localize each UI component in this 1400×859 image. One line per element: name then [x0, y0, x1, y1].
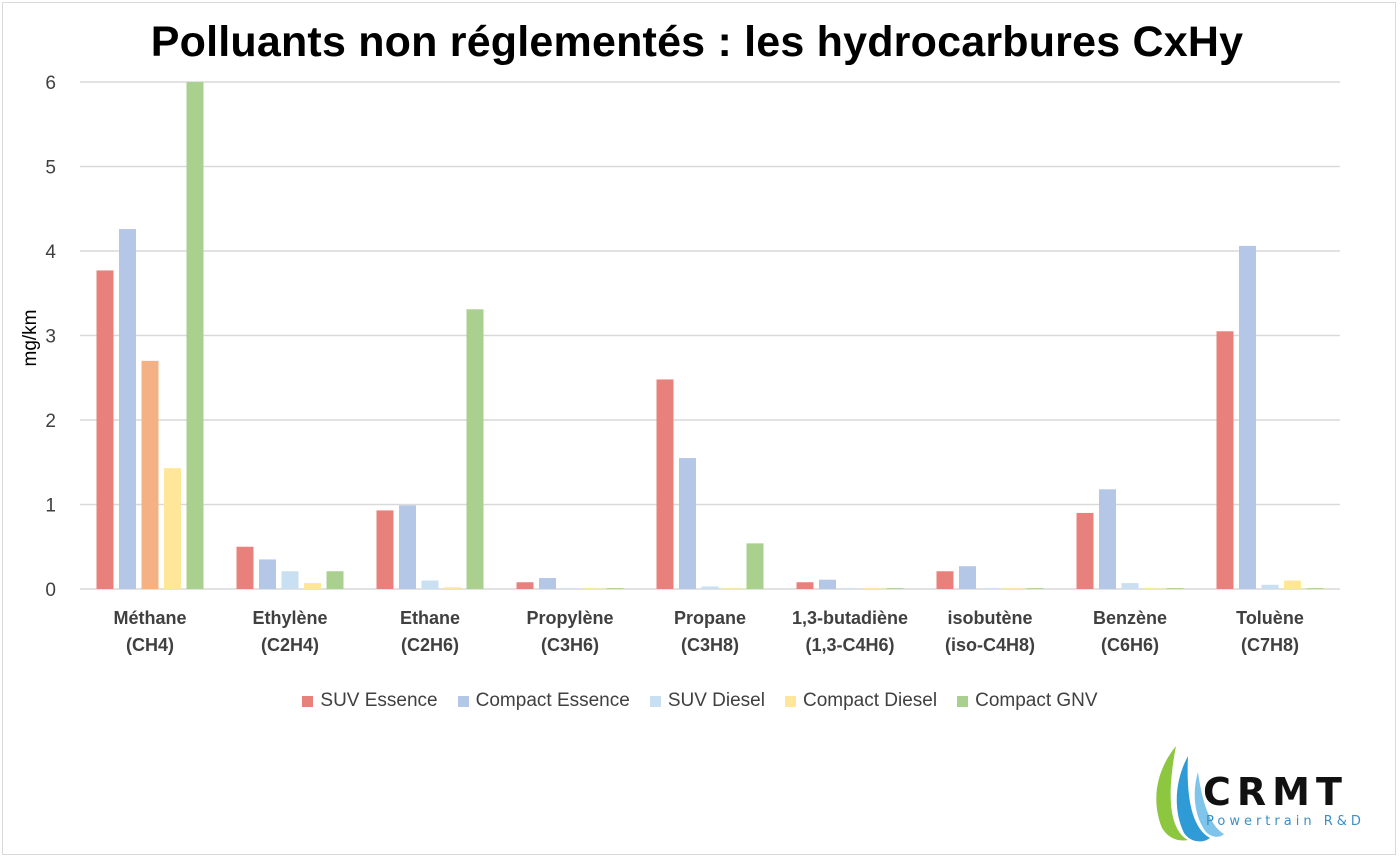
legend-swatch: [302, 695, 314, 707]
x-category-label: (C2H6): [401, 635, 459, 655]
legend-item: Compact GNV: [957, 690, 1098, 712]
bar: [326, 571, 344, 589]
bar: [606, 588, 624, 589]
legend-swatch: [649, 695, 661, 707]
legend-item: SUV Diesel: [649, 690, 765, 712]
x-category-label: (iso-C4H8): [945, 635, 1035, 655]
bar: [516, 582, 534, 589]
bar: [1306, 588, 1324, 589]
x-category-label: Propane: [674, 608, 746, 628]
bar: [304, 583, 321, 589]
x-category-label: Ethane: [400, 608, 460, 628]
bar: [281, 571, 299, 589]
crmt-logo-icon: [1156, 746, 1224, 842]
bar: [1144, 588, 1161, 589]
bar: [936, 571, 954, 589]
legend-label: SUV Essence: [320, 690, 438, 711]
bar: [444, 587, 461, 589]
y-tick-label: 3: [45, 327, 56, 348]
bar: [981, 588, 999, 589]
y-tick-label: 2: [45, 411, 56, 432]
bar: [119, 229, 136, 589]
bar: [819, 579, 836, 589]
bar: [141, 360, 159, 589]
bar: [1261, 584, 1279, 589]
bar: [1216, 331, 1234, 589]
bar: [96, 270, 114, 589]
x-category-label: 1,3-butadiène: [792, 608, 908, 628]
bar: [864, 588, 881, 589]
bar: [236, 546, 254, 589]
bar: [656, 379, 674, 589]
x-category-label: (CH4): [126, 635, 174, 655]
bar: [959, 566, 976, 589]
legend-label: Compact Diesel: [802, 690, 938, 711]
bar: [399, 505, 416, 589]
bar: [1239, 245, 1256, 589]
bar: [186, 82, 204, 589]
bar: [376, 510, 394, 589]
bar: [421, 580, 439, 589]
x-category-label: Méthane: [113, 608, 186, 628]
x-category-label: isobutène: [947, 608, 1032, 628]
bar: [1076, 512, 1094, 589]
y-tick-label: 5: [45, 158, 56, 179]
bar: [1166, 588, 1184, 589]
legend-swatch: [784, 695, 796, 707]
chart-legend: SUV Essence Compact Essence SUV Diesel Comp…: [0, 690, 1400, 713]
legend-label: Compact Essence: [475, 690, 630, 711]
legend-label: Compact GNV: [975, 690, 1098, 711]
legend-label: SUV Diesel: [667, 690, 765, 711]
bar: [1121, 583, 1139, 589]
legend-swatch: [457, 695, 469, 707]
logo-subtitle: Powertrain R&D: [1206, 814, 1365, 829]
x-category-label: Toluène: [1236, 608, 1304, 628]
x-category-label: (C3H6): [541, 635, 599, 655]
y-tick-label: 4: [45, 242, 56, 263]
x-category-label: (C6H6): [1101, 635, 1159, 655]
x-category-label: (C2H4): [261, 635, 319, 655]
bar: [1099, 489, 1116, 589]
bar: [886, 588, 904, 589]
x-category-label: (C3H8): [681, 635, 739, 655]
y-tick-label: 6: [45, 73, 56, 94]
bar: [584, 588, 601, 589]
legend-swatch: [957, 695, 969, 707]
y-axis-label: mg/km: [20, 310, 41, 367]
x-category-label: Propylène: [526, 608, 613, 628]
x-category-label: (C7H8): [1241, 635, 1299, 655]
x-category-label: (1,3-C4H6): [805, 635, 894, 655]
bar: [796, 582, 814, 589]
bar: [746, 543, 764, 589]
bar: [701, 586, 719, 589]
legend-item: Compact Essence: [457, 690, 630, 712]
bar: [1026, 588, 1044, 589]
x-category-label: Benzène: [1093, 608, 1167, 628]
bar: [724, 588, 741, 589]
bar: [679, 458, 696, 589]
y-tick-label: 0: [45, 580, 56, 601]
bar: [466, 309, 484, 589]
chart-title: Polluants non réglementés : les hydrocar…: [150, 18, 1244, 66]
bar: [561, 588, 579, 589]
legend-item: SUV Essence: [302, 690, 438, 712]
logo-name: CRMT: [1203, 770, 1348, 814]
bar: [259, 559, 276, 589]
bar: [1284, 580, 1301, 589]
bar: [164, 468, 181, 589]
bar: [841, 588, 859, 589]
legend-item: Compact Diesel: [784, 690, 938, 712]
y-tick-label: 1: [45, 496, 56, 517]
bar: [539, 578, 556, 589]
bar: [1004, 588, 1021, 589]
x-category-label: Ethylène: [252, 608, 327, 628]
